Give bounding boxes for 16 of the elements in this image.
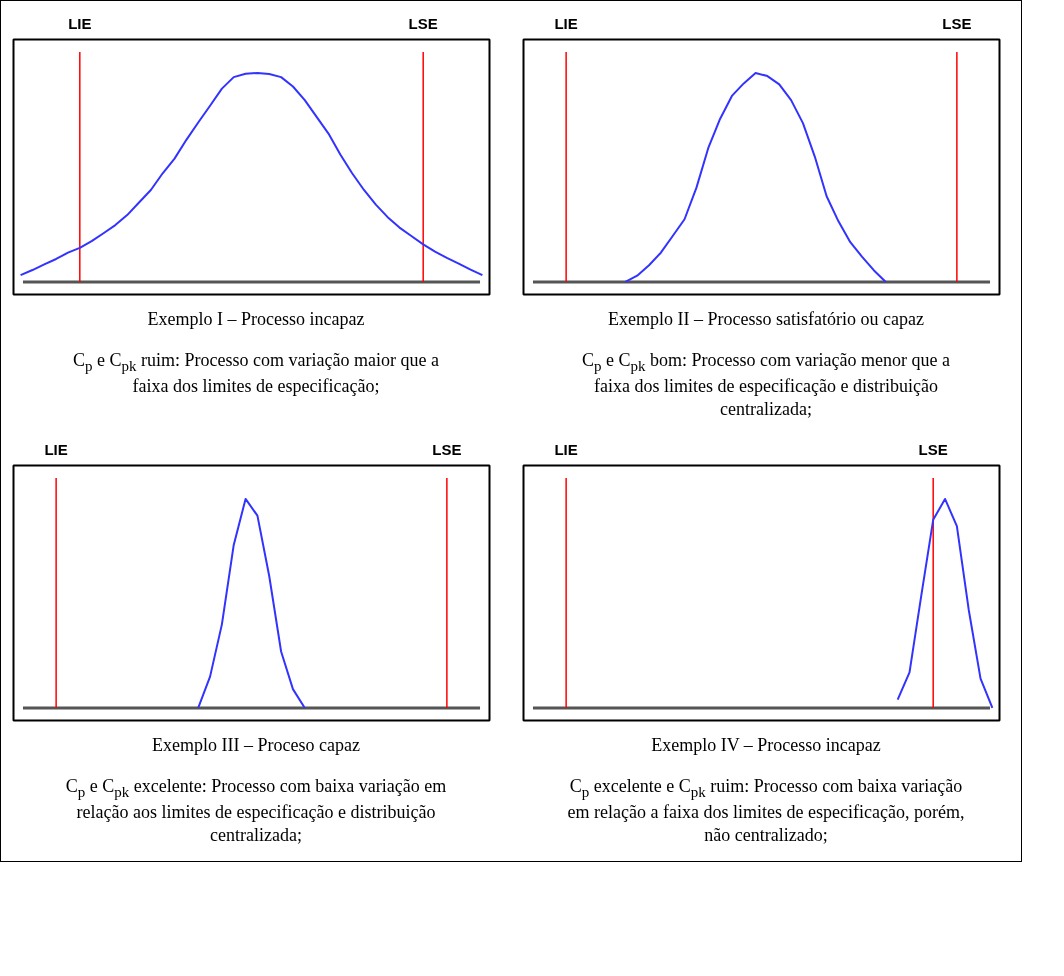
text: Exemplo IV – Processo incapaz: [651, 734, 881, 758]
text: Exemplo II – Processo satisfatório ou capaz: [608, 308, 924, 331]
x-tick-label: LIE: [68, 14, 92, 32]
x-tick-label: LIE: [554, 14, 578, 32]
text: C$_{p}$ e C$_{pk}$ excelente: Processo com baixa variação em relação aos limites de especificação e distribuição centralizada;: [64, 774, 448, 847]
x-tick-label: LIE: [554, 440, 578, 458]
x-tick-label: LSE: [432, 440, 462, 458]
text: C$_{p}$ excelente e C$_{pk}$ ruim: Processo com baixa variação em relação a faixa dos limites de especificação, porém, não centralizado;: [566, 774, 966, 847]
x-tick-label: LSE: [918, 440, 948, 458]
text: Exemplo I – Processo incapaz: [147, 308, 365, 331]
x-tick-label: LSE: [408, 14, 438, 32]
text: C$_{p}$ e C$_{pk}$ bom: Processo com variação menor que a faixa dos limites de especificação e distribuição centralizada;: [581, 348, 951, 421]
x-tick-label: LIE: [44, 440, 68, 458]
text: C$_{p}$ e C$_{pk}$ ruim: Processo com variação maior que a faixa dos limites de especificação;: [72, 348, 440, 398]
text: Exemplo III – Proceso capaz: [152, 734, 360, 758]
x-tick-label: LSE: [942, 14, 972, 32]
